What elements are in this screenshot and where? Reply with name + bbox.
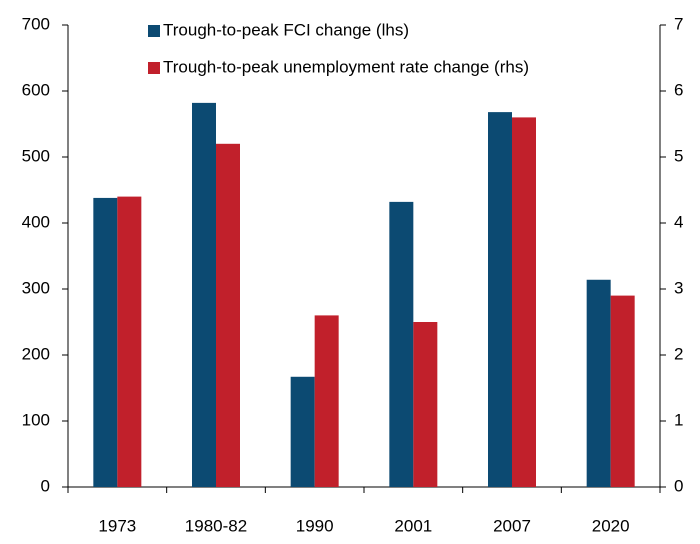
y-tick-label: 200 [22, 344, 50, 363]
legend-swatch [148, 25, 160, 37]
bar [216, 143, 240, 488]
bar [610, 295, 635, 487]
bar [314, 315, 339, 487]
bar [192, 102, 216, 487]
y2-tick-label: 0 [674, 476, 683, 495]
y2-tick-label: 1 [674, 410, 683, 429]
x-tick-label: 1990 [296, 516, 334, 535]
y2-tick-label: 7 [674, 14, 683, 33]
y-tick-label: 0 [41, 476, 50, 495]
x-tick-label: 1973 [98, 516, 136, 535]
y2-tick-label: 5 [674, 146, 683, 165]
x-tick-label: 2001 [394, 516, 432, 535]
x-tick-label: 2007 [493, 516, 531, 535]
y-tick-label: 400 [22, 212, 50, 231]
legend-label: Trough-to-peak unemployment rate change … [163, 57, 529, 76]
bar [93, 197, 118, 488]
bar [290, 376, 315, 487]
x-tick-label: 1980-82 [185, 516, 247, 535]
x-tick-label: 2020 [592, 516, 630, 535]
bar [512, 117, 536, 488]
y-tick-label: 500 [22, 146, 50, 165]
legend-swatch [148, 62, 160, 74]
legend-label: Trough-to-peak FCI change (lhs) [163, 20, 409, 39]
y2-tick-label: 2 [674, 344, 683, 363]
bar [389, 201, 414, 487]
y-tick-label: 100 [22, 410, 50, 429]
y2-tick-label: 3 [674, 278, 683, 297]
bar [488, 112, 512, 488]
y2-tick-label: 4 [674, 212, 683, 231]
y-tick-label: 300 [22, 278, 50, 297]
y2-tick-label: 6 [674, 80, 683, 99]
bar [586, 279, 611, 487]
y-tick-label: 600 [22, 80, 50, 99]
bar [413, 322, 438, 487]
bar [117, 196, 142, 487]
y-tick-label: 700 [22, 14, 50, 33]
